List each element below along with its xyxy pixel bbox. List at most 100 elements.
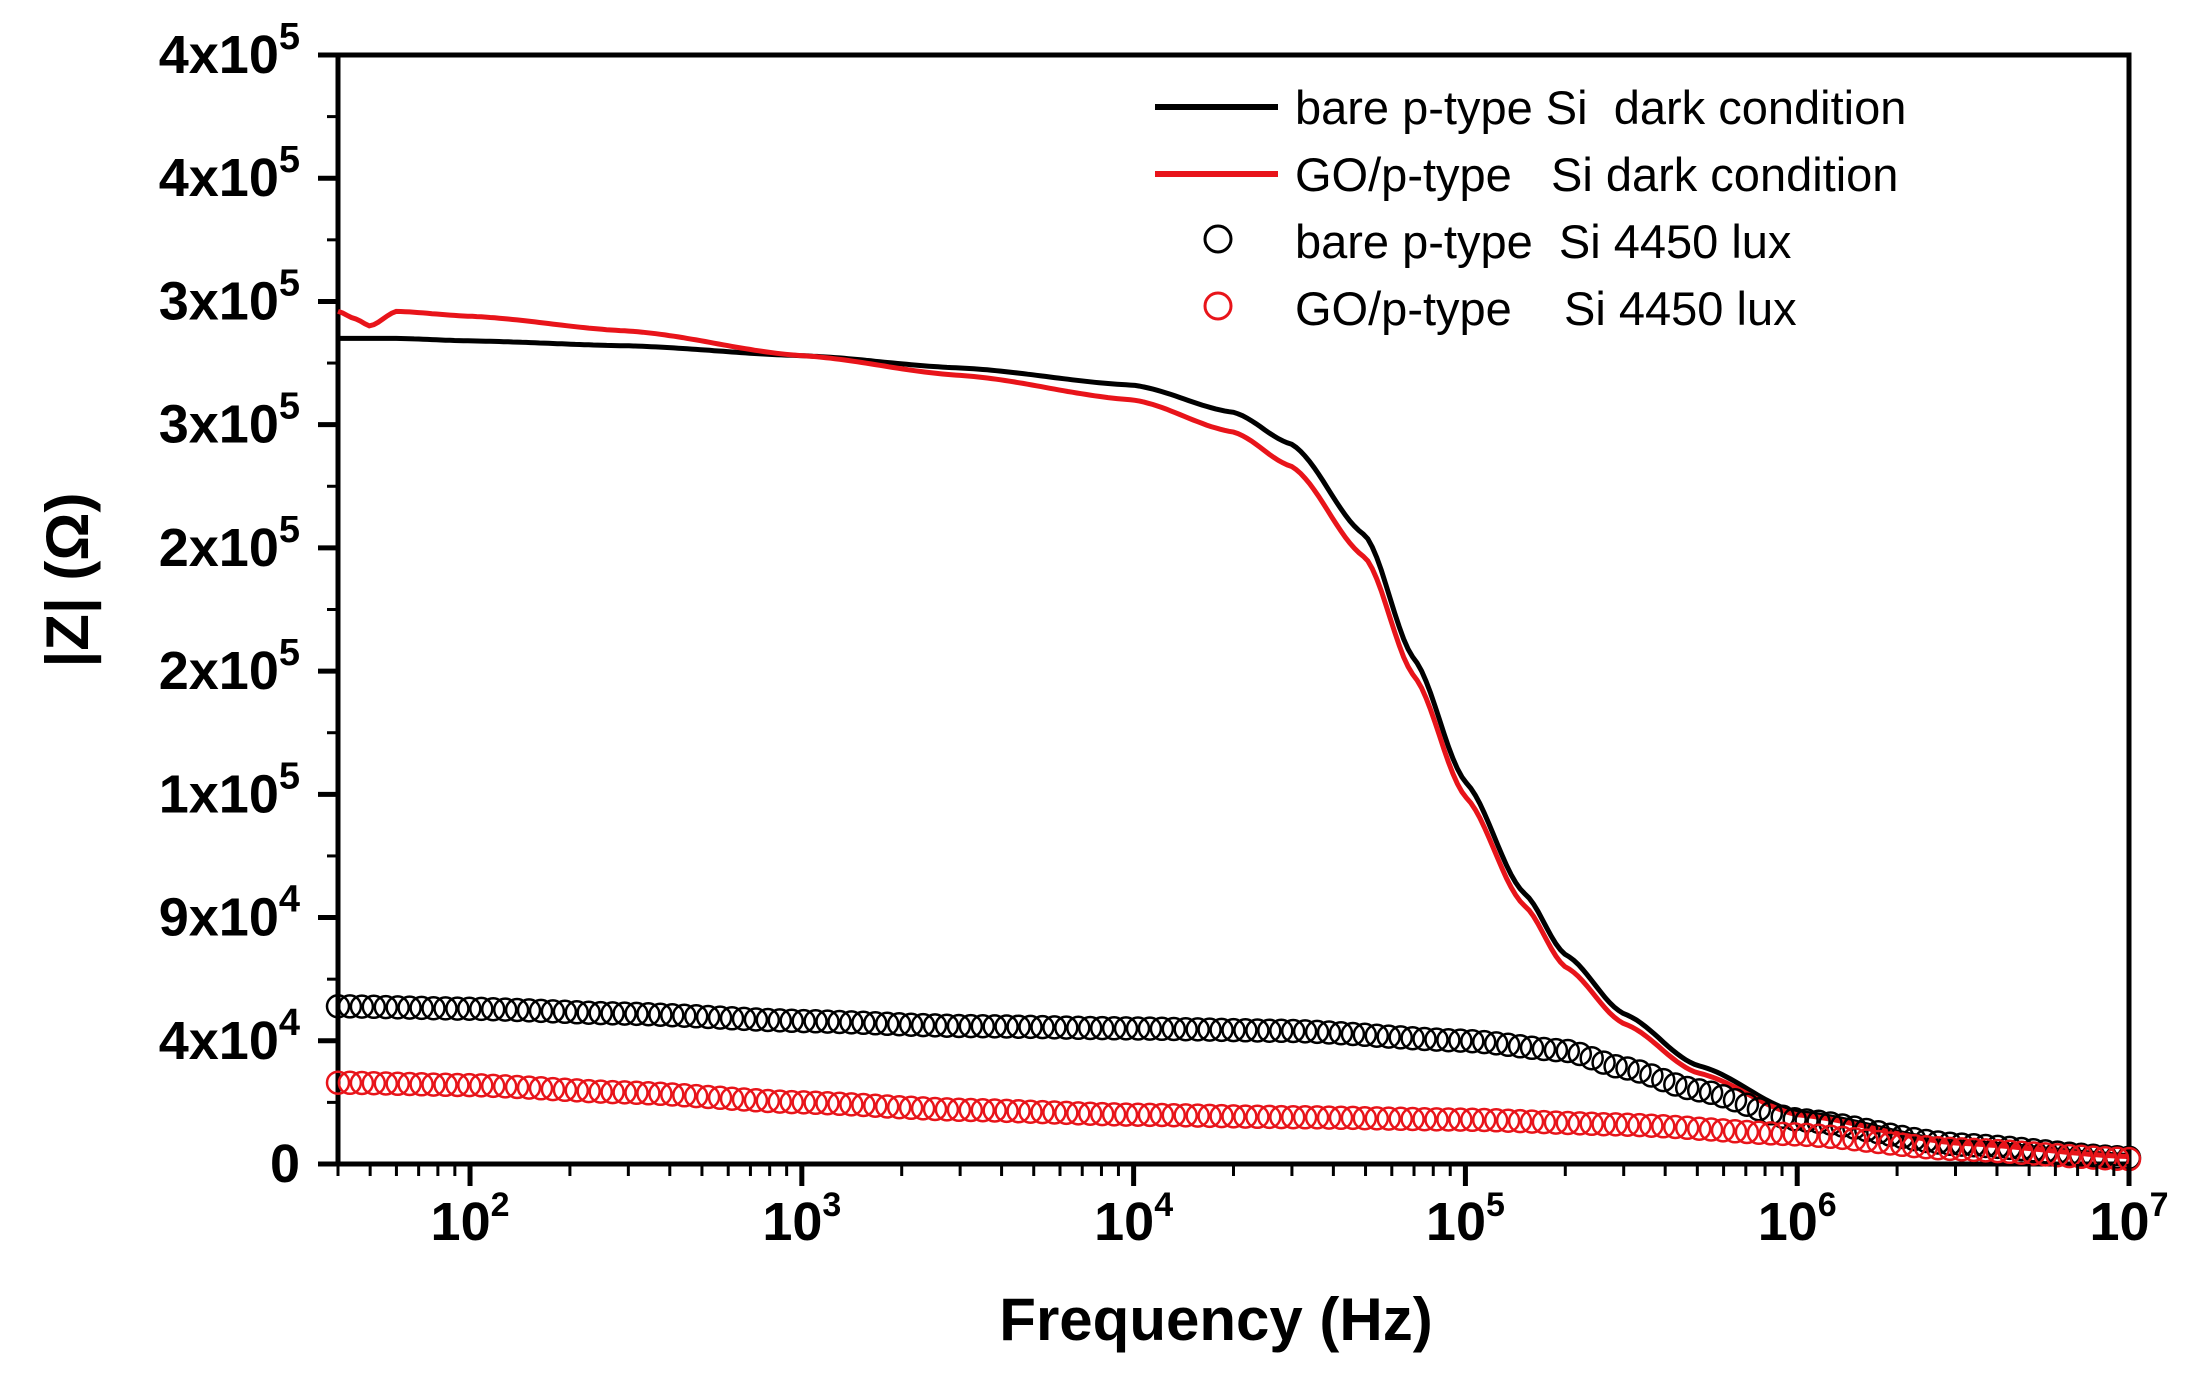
series-point <box>433 1072 458 1098</box>
series-point <box>1316 1105 1342 1130</box>
series-point <box>1997 1139 2022 1165</box>
series-point <box>1018 1014 1043 1040</box>
series-point <box>1221 1104 1246 1129</box>
series-point <box>707 1085 733 1111</box>
series-point <box>1233 1104 1258 1129</box>
series-point <box>1340 1021 1366 1047</box>
series-point <box>1101 1016 1127 1041</box>
series-point <box>743 1088 769 1113</box>
series-point <box>2045 1142 2070 1168</box>
series-point <box>445 1072 470 1098</box>
series-point <box>1042 1015 1067 1040</box>
series-point <box>492 997 518 1022</box>
series-point <box>1364 1023 1390 1048</box>
series-point <box>1985 1138 2010 1164</box>
series-point <box>1603 1112 1628 1137</box>
series-point <box>1507 1108 1533 1134</box>
series-point <box>1615 1056 1640 1081</box>
series-point <box>588 1000 613 1026</box>
series-point <box>1794 1122 1819 1148</box>
series-point <box>803 1090 828 1116</box>
series-point <box>1280 1104 1306 1130</box>
series-point <box>1233 1018 1258 1043</box>
series-point <box>1066 1101 1091 1126</box>
series-point <box>1949 1137 1975 1162</box>
series-point <box>504 997 530 1023</box>
y-tick-label: 4x105 <box>159 16 300 85</box>
series-point <box>1722 1087 1748 1113</box>
series-point <box>1531 1109 1557 1135</box>
series-point <box>564 1000 590 1025</box>
series-point <box>874 1011 900 1037</box>
series-point <box>648 1002 673 1027</box>
series-point <box>1436 1107 1461 1132</box>
series-point <box>946 1013 972 1039</box>
series-point <box>409 995 434 1021</box>
series-point <box>1077 1015 1103 1041</box>
series-point <box>1483 1031 1509 1056</box>
series-point <box>2068 1144 2094 1170</box>
series-point <box>1400 1106 1425 1132</box>
series-point <box>1292 1019 1318 1044</box>
series-point <box>1698 1117 1724 1142</box>
series-point <box>1555 1038 1581 1064</box>
legend-swatch-3 <box>1203 291 1233 321</box>
series-point <box>1173 1016 1198 1042</box>
series-point <box>1937 1136 1963 1162</box>
series-point <box>1137 1102 1163 1128</box>
series-point <box>1925 1130 1951 1155</box>
series-point <box>516 998 542 1023</box>
series-point <box>2092 1145 2118 1171</box>
series-point <box>1328 1020 1354 1046</box>
series-point <box>1866 1129 1891 1155</box>
legend-label-3: GO/p-type Si 4450 lux <box>1295 282 1797 335</box>
series-point <box>457 1072 482 1098</box>
series-point <box>1758 1101 1784 1126</box>
series-point <box>863 1093 888 1118</box>
series-point <box>1042 1100 1067 1125</box>
series-point <box>1591 1111 1616 1137</box>
series-point <box>815 1009 840 1034</box>
series-point <box>480 1073 506 1099</box>
series-point <box>1710 1118 1736 1143</box>
series-point <box>1722 1119 1748 1144</box>
series-point <box>958 1097 984 1123</box>
series-point <box>1651 1114 1676 1139</box>
series-point <box>1352 1022 1378 1048</box>
series-point <box>1591 1050 1616 1075</box>
series-point <box>373 994 399 1020</box>
series-point <box>552 1077 578 1103</box>
series-point <box>1818 1124 1843 1150</box>
y-tick-label: 1x105 <box>159 755 300 824</box>
series-point <box>791 1008 816 1034</box>
series-point <box>337 994 363 1019</box>
series-point <box>1101 1102 1127 1127</box>
series-point <box>1710 1083 1736 1109</box>
series-point <box>1137 1016 1163 1041</box>
series-point <box>767 1008 793 1033</box>
series-point <box>827 1009 852 1035</box>
series-point <box>1567 1111 1593 1136</box>
series-point <box>922 1013 948 1038</box>
series-point <box>540 1076 566 1102</box>
series-point <box>2021 1141 2046 1166</box>
series-point <box>1686 1116 1712 1141</box>
y-tick-label: 3x105 <box>159 386 300 455</box>
plot-area <box>335 52 2132 1167</box>
series-point <box>719 1006 745 1031</box>
series-point <box>755 1007 781 1033</box>
series-point <box>1770 1121 1795 1147</box>
y-tick-label: 0 <box>270 1134 300 1194</box>
series-point <box>588 1079 613 1104</box>
series-point <box>1125 1102 1151 1127</box>
series-point <box>1830 1125 1855 1151</box>
series-point <box>1483 1108 1509 1133</box>
series-point <box>982 1098 1007 1123</box>
series-point <box>1663 1114 1688 1140</box>
series-point <box>1495 1108 1521 1133</box>
series-point <box>1495 1032 1521 1058</box>
legend: bare p-type Si dark condition GO/p-type S… <box>1155 81 1906 335</box>
series-point <box>1686 1078 1712 1103</box>
series-point <box>994 1098 1019 1124</box>
series-point <box>1376 1106 1401 1131</box>
